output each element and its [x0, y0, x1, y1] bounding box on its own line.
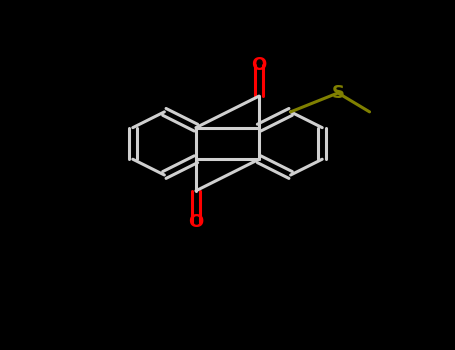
Text: O: O	[252, 56, 267, 74]
Text: O: O	[188, 214, 203, 231]
Text: S: S	[332, 84, 344, 102]
